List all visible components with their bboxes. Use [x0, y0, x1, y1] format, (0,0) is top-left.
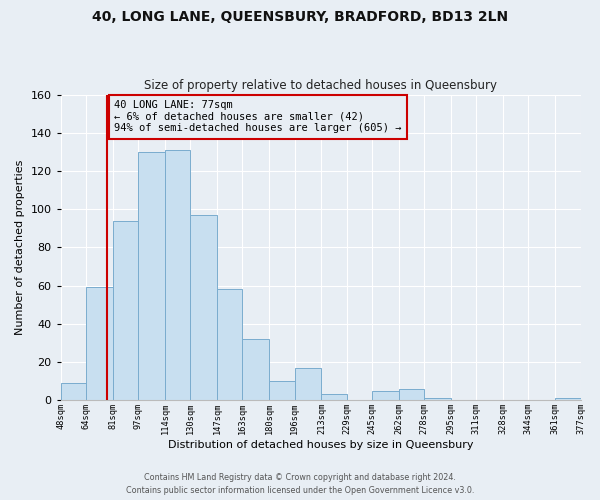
Bar	[113, 220, 138, 400]
Bar	[555, 398, 581, 400]
Bar	[190, 215, 217, 400]
Bar	[295, 368, 322, 400]
Y-axis label: Number of detached properties: Number of detached properties	[15, 160, 25, 335]
Text: 40, LONG LANE, QUEENSBURY, BRADFORD, BD13 2LN: 40, LONG LANE, QUEENSBURY, BRADFORD, BD1…	[92, 10, 508, 24]
Bar	[269, 381, 295, 400]
Text: 40 LONG LANE: 77sqm
← 6% of detached houses are smaller (42)
94% of semi-detache: 40 LONG LANE: 77sqm ← 6% of detached hou…	[115, 100, 402, 134]
Bar	[399, 388, 424, 400]
Bar	[61, 383, 86, 400]
Bar	[242, 339, 269, 400]
Bar	[138, 152, 165, 400]
Bar	[217, 290, 242, 400]
X-axis label: Distribution of detached houses by size in Queensbury: Distribution of detached houses by size …	[168, 440, 473, 450]
Title: Size of property relative to detached houses in Queensbury: Size of property relative to detached ho…	[144, 79, 497, 92]
Bar	[165, 150, 190, 400]
Bar	[424, 398, 451, 400]
Bar	[322, 394, 347, 400]
Bar	[86, 288, 113, 400]
Text: Contains HM Land Registry data © Crown copyright and database right 2024.
Contai: Contains HM Land Registry data © Crown c…	[126, 474, 474, 495]
Bar	[372, 390, 399, 400]
